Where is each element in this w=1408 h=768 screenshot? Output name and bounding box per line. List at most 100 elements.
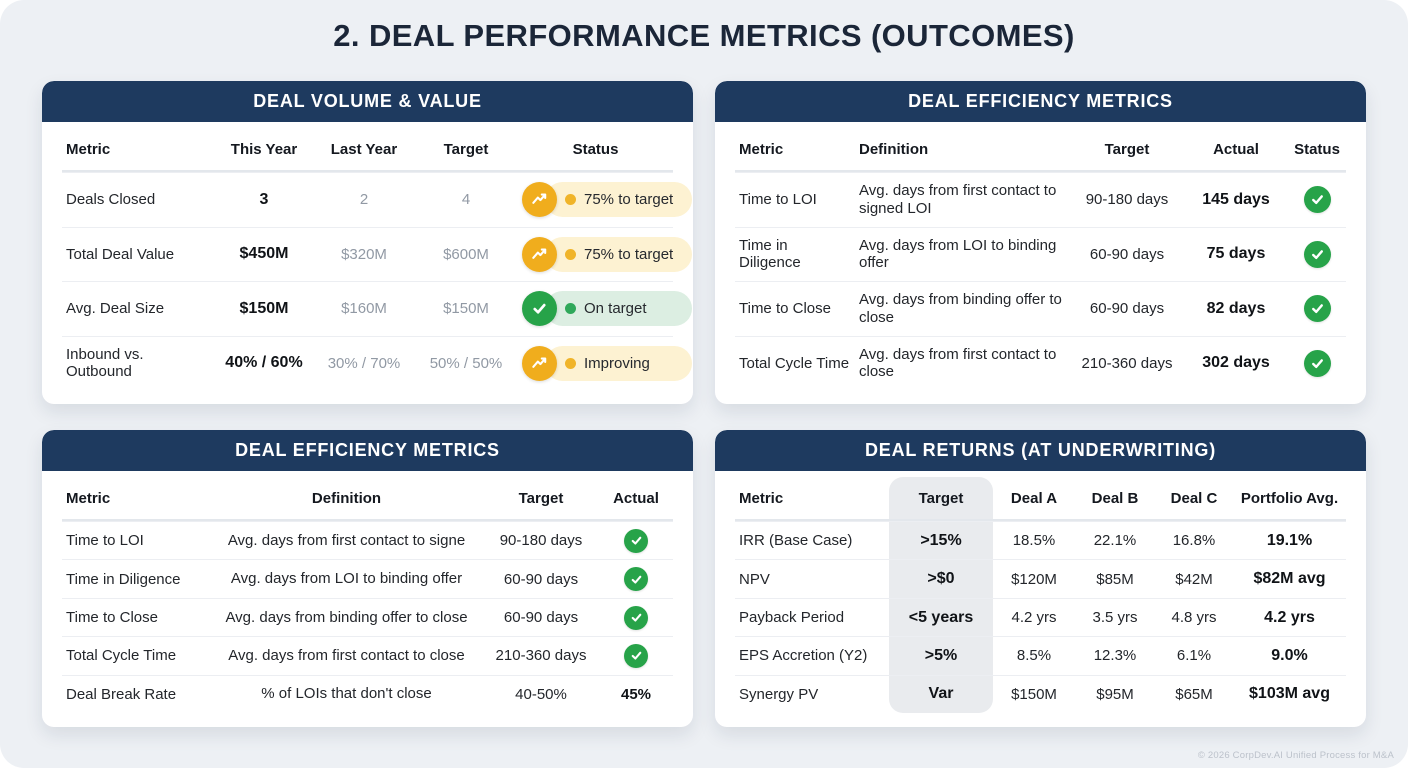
table-cell: <5 years <box>889 598 993 637</box>
table-cell: $160M <box>341 300 387 318</box>
table-cell: Avg. days from first contact to close <box>859 345 1057 381</box>
column-header: Actual <box>613 489 659 507</box>
deal-efficiency-table: Metric Definition Target Actual Time to LOI A… <box>42 471 693 727</box>
column-header: Definition <box>311 489 382 507</box>
table-cell: Avg. Deal Size <box>66 300 165 318</box>
table-cell: Avg. days from binding offer to close <box>225 608 468 626</box>
table-cell: 12.3% <box>1093 647 1137 665</box>
table-row: Time to LOI Avg. days from first contact … <box>735 172 1346 227</box>
table-cell: Time to LOI <box>66 532 144 550</box>
table-cell: $150M <box>239 299 289 317</box>
column-header: Target <box>518 489 564 507</box>
column-header: Metric <box>739 140 784 158</box>
table-cell: 82 days <box>1206 299 1266 317</box>
table-cell: 9.0% <box>1271 646 1308 664</box>
column-header: Target <box>443 140 489 158</box>
column-header: Metric <box>66 140 111 158</box>
column-header: Portfolio Avg. <box>1240 489 1339 507</box>
trend-up-icon <box>522 236 557 272</box>
table-row: Time to LOI Avg. days from first contact … <box>62 521 673 559</box>
table-row: EPS Accretion (Y2) >5% 8.5% 12.3% 6.1% 9.0% <box>735 636 1346 675</box>
table-cell: 4.8 yrs <box>1171 609 1217 627</box>
check-icon <box>624 567 648 592</box>
table-cell: Avg. days from LOI to binding offer <box>230 570 463 588</box>
card-title-deal-efficiency-status: DEAL EFFICIENCY METRICS <box>715 81 1366 122</box>
status-label: 75% to target <box>584 245 674 263</box>
table-cell: 90-180 days <box>1085 191 1169 209</box>
status-label: On target <box>584 300 647 318</box>
table-cell: Time to Close <box>739 300 831 318</box>
table-cell: 75 days <box>1206 245 1266 263</box>
status-pill: On target <box>545 291 692 327</box>
table-cell: IRR (Base Case) <box>739 532 853 550</box>
table-cell: 210-360 days <box>1081 354 1173 372</box>
card-title-deal-returns: DEAL RETURNS (AT UNDERWRITING) <box>715 430 1366 471</box>
table-cell: 6.1% <box>1176 647 1212 665</box>
table-cell: Avg. days from binding offer to close <box>859 291 1062 326</box>
table-cell: Deals Closed <box>66 191 156 209</box>
table-cell: Avg. days from LOI to binding offer <box>859 236 1057 272</box>
table-cell: >5% <box>889 637 993 675</box>
status-dot <box>565 248 576 260</box>
table-cell <box>599 560 673 597</box>
table-row: NPV >$0 $120M $85M $42M $82M avg <box>735 559 1346 598</box>
table-cell: Total Deal Value <box>66 245 175 263</box>
check-icon <box>624 643 648 668</box>
column-header: Actual <box>1213 140 1259 158</box>
column-header: Status <box>1294 140 1340 158</box>
table-cell: Var <box>889 675 993 714</box>
table-cell: 30% / 70% <box>327 354 401 372</box>
table-row: Total Cycle Time Avg. days from first con… <box>735 335 1346 391</box>
column-header: Metric <box>66 489 111 507</box>
column-header: Target <box>1104 140 1150 158</box>
table-cell: Time to LOI <box>739 191 817 209</box>
table-row: Inbound vs. Outbound 40% / 60% 30% / 70% 50… <box>62 335 692 391</box>
table-row: Deals Closed 3 2 4 75% to target <box>62 172 692 227</box>
deal-efficiency-status-table: Metric Definition Target Actual Status Time t… <box>715 122 1366 404</box>
table-cell: Payback Period <box>739 609 845 627</box>
column-header: Deal A <box>1010 489 1058 507</box>
check-icon <box>1303 295 1331 323</box>
table-cell: Avg. days from first contact to signe <box>227 531 466 549</box>
card-deal-volume-value: DEAL VOLUME & VALUE Metric This Year Last … <box>42 81 693 404</box>
table-cell: 40-50% <box>515 685 567 703</box>
table-cell: 60-90 days <box>1089 300 1165 318</box>
check-icon <box>1303 240 1331 268</box>
table-cell: 40% / 60% <box>225 354 303 372</box>
table-cell <box>1288 228 1346 282</box>
table-cell: 75% to target <box>518 173 693 227</box>
table-cell: Deal Break Rate <box>66 685 177 703</box>
table-cell: NPV <box>739 570 770 588</box>
table-cell: Time in Diligence <box>739 237 801 272</box>
table-cell: $600M <box>443 245 489 263</box>
table-cell: 4.2 yrs <box>1264 608 1315 626</box>
table-cell: >15% <box>889 522 993 560</box>
table-cell: 90-180 days <box>499 532 583 550</box>
table-cell: 45% <box>620 685 652 703</box>
table-cell: 3.5 yrs <box>1092 609 1138 627</box>
table-row: Deal Break Rate % of LOIs that don't clos… <box>62 674 673 713</box>
status-dot <box>565 303 576 315</box>
check-icon <box>624 528 648 553</box>
table-cell <box>599 599 673 636</box>
table-cell: $450M <box>239 245 289 263</box>
column-header: Status <box>572 140 619 158</box>
table-cell: 75% to target <box>518 228 693 282</box>
table-cell: Time in Diligence <box>66 570 181 588</box>
status-badge: 75% to target <box>522 182 692 218</box>
deal-volume-value-table: Metric This Year Last Year Target Status Deal… <box>42 122 693 404</box>
table-cell: 22.1% <box>1093 532 1137 550</box>
table-cell: Inbound vs. Outbound <box>66 346 144 381</box>
status-pill: Improving <box>545 345 692 381</box>
status-label: Improving <box>584 354 650 372</box>
deal-returns-table: Metric Target Deal A Deal B Deal C Portfolio … <box>715 471 1366 727</box>
table-row: Total Deal Value $450M $320M $600M 75% to ta… <box>62 226 692 282</box>
table-cell <box>599 522 673 559</box>
table-cell <box>599 637 673 674</box>
table-cell: 2 <box>359 191 369 209</box>
table-cell: On target <box>518 282 693 336</box>
check-icon <box>624 605 648 630</box>
table-row: Time in Diligence Avg. days from LOI to b… <box>735 226 1346 282</box>
card-deal-efficiency-metrics-status: DEAL EFFICIENCY METRICS Metric Definition… <box>715 81 1366 404</box>
table-cell: $85M <box>1096 570 1134 588</box>
